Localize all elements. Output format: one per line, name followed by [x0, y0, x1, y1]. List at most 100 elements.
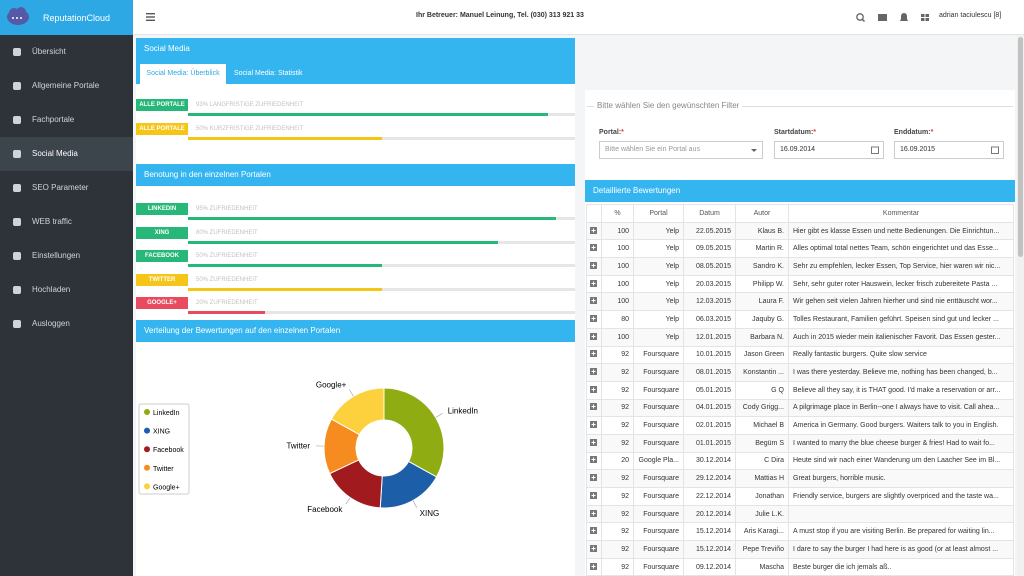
author-cell: Barbara N.	[735, 327, 789, 347]
legend-label: Twitter	[153, 466, 174, 473]
expand-icon[interactable]	[590, 350, 597, 358]
expand-icon[interactable]	[590, 438, 597, 446]
expand-icon[interactable]	[590, 279, 597, 287]
slice-label: Twitter	[286, 442, 310, 451]
expand-icon[interactable]	[590, 509, 597, 517]
portal-cell: Google Pla...	[633, 451, 684, 471]
field-label: Startdatum:*	[774, 129, 816, 136]
expand-icon[interactable]	[590, 226, 597, 234]
expand-icon[interactable]	[590, 474, 597, 482]
toolbar-icons[interactable]	[855, 12, 935, 24]
menu-item[interactable]: Einstellungen	[0, 239, 133, 273]
column-header: Kommentar	[788, 204, 1014, 223]
review-row: 20 Google Pla... 30.12.2014 C Dira Heute sin…	[586, 451, 1014, 471]
legend-dot	[144, 464, 150, 471]
comment-cell: Really fantastic burgers. Quite slow ser…	[788, 345, 1014, 365]
progress-bar	[188, 287, 382, 291]
expand-icon[interactable]	[590, 297, 597, 305]
tab[interactable]: Social Media: Statistik	[234, 70, 303, 77]
date-cell: 22.05.2015	[683, 221, 736, 241]
plus	[591, 404, 596, 409]
expand-icon[interactable]	[590, 527, 597, 535]
menu-icon	[13, 252, 21, 260]
comment-cell: I wanted to marry the blue cheese burger…	[788, 433, 1014, 453]
author-cell: Laura F.	[735, 292, 789, 312]
percent-cell: 92	[601, 363, 634, 382]
author-cell: G Q	[735, 380, 789, 400]
icon-shape	[13, 218, 21, 226]
menu-item[interactable]: Social Media	[0, 137, 133, 171]
legend-dot	[144, 446, 150, 453]
plus	[591, 422, 596, 427]
progress-track	[188, 264, 575, 267]
expand-cell	[586, 221, 602, 241]
review-row: 92 Foursquare 10.01.2015 Jason Green Really …	[586, 345, 1014, 365]
percent-cell: 80	[601, 310, 634, 329]
menu-item[interactable]: WEB traffic	[0, 205, 133, 239]
portal-cell: Yelp	[633, 292, 684, 312]
badge: LINKEDIN	[136, 203, 188, 215]
portal-cell: Yelp	[633, 221, 684, 241]
menu-item[interactable]: Ausloggen	[0, 307, 133, 341]
tab[interactable]: Social Media: Überblick	[140, 64, 226, 84]
date-cell: 12.01.2015	[683, 327, 736, 347]
expand-icon[interactable]	[590, 491, 597, 499]
menu-icon	[13, 116, 21, 124]
expand-icon[interactable]	[590, 456, 597, 464]
date-cell: 08.05.2015	[683, 257, 736, 276]
progress-track	[188, 240, 575, 244]
expand-icon[interactable]	[590, 403, 597, 411]
expand-icon[interactable]	[590, 421, 597, 429]
dropdown-caret	[751, 149, 757, 152]
expand-icon[interactable]	[590, 544, 597, 552]
expand-icon[interactable]	[590, 314, 597, 322]
brand[interactable]: ReputationCloud	[0, 0, 133, 35]
date-cell: 05.01.2015	[683, 380, 736, 400]
icon-shape	[13, 286, 21, 294]
input[interactable]: 16.09.2015	[894, 141, 1004, 159]
slice-label: Google+	[316, 380, 347, 389]
percent-cell: 92	[601, 504, 634, 524]
expand-icon[interactable]	[590, 244, 597, 252]
scroll-thumb[interactable]	[1018, 37, 1023, 257]
menu-item[interactable]: Hochladen	[0, 273, 133, 307]
column-header: Autor	[735, 204, 789, 223]
menu-item[interactable]: Allgemeine Portale	[0, 69, 133, 103]
portal-cell: Yelp	[633, 310, 684, 329]
menu-item[interactable]: Übersicht	[0, 35, 133, 69]
header-row: % Portal Datum Autor Kommentar	[586, 204, 1014, 223]
expand-icon[interactable]	[590, 332, 597, 340]
input[interactable]: 16.09.2014	[774, 141, 884, 159]
expand-cell	[586, 469, 602, 488]
comment-cell: I dare to say the burger I had here is a…	[788, 540, 1014, 559]
portal-cell: Yelp	[633, 327, 684, 347]
review-row: 92 Foursquare 04.01.2015 Cody Grigg... A pil…	[586, 398, 1014, 418]
menu-item[interactable]: Fachportale	[0, 103, 133, 137]
user[interactable]: adrian taciulescu [8]	[939, 12, 1002, 19]
portal-cell: Foursquare	[633, 504, 684, 524]
menu-toggle[interactable]	[146, 13, 155, 21]
badge: TWITTER	[136, 273, 188, 286]
brand-name: ReputationCloud	[43, 13, 111, 23]
review-row: 100 Yelp 22.05.2015 Klaus B. Hier gibt es kl…	[586, 221, 1014, 241]
expand-icon[interactable]	[590, 261, 597, 269]
tab-bar: Social Media: Überblick Social Media: St…	[136, 60, 575, 84]
author-cell: Klaus B.	[735, 221, 789, 241]
expand-icon[interactable]	[590, 562, 597, 570]
input[interactable]: Bitte wählen Sie ein Portal aus	[599, 141, 763, 159]
author-cell: Begüm S	[735, 433, 789, 453]
percent-cell: 100	[601, 327, 634, 347]
review-row: 100 Yelp 08.05.2015 Sandro K. Sehr zu empfeh…	[586, 257, 1014, 276]
legend-label: LinkedIn	[153, 410, 180, 417]
plus	[591, 281, 596, 286]
slice-label: Facebook	[307, 505, 343, 514]
plus	[591, 511, 596, 516]
expand-icon[interactable]	[590, 385, 597, 393]
review-row: 100 Yelp 09.05.2015 Martin R. Alles optimal …	[586, 239, 1014, 259]
label-text: Portal:	[599, 129, 622, 136]
menu-item[interactable]: SEO Parameter	[0, 171, 133, 205]
expand-cell	[586, 557, 602, 576]
progress-bar	[188, 137, 382, 140]
expand-icon[interactable]	[590, 368, 597, 376]
